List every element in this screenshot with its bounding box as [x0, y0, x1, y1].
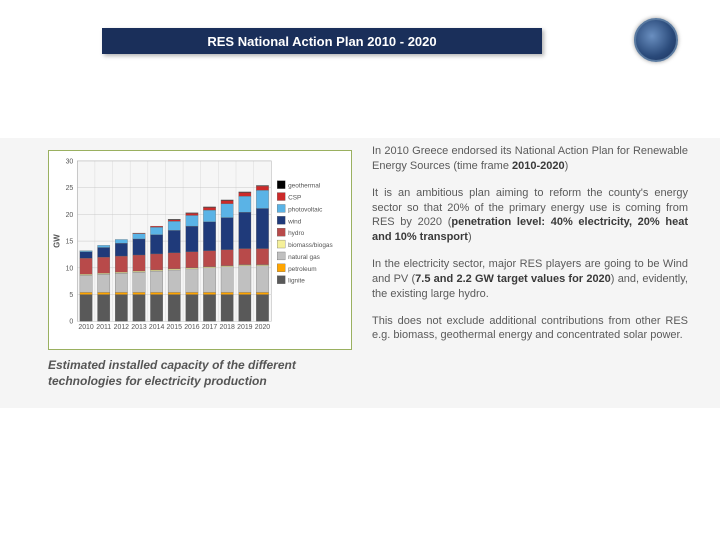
- svg-text:25: 25: [66, 185, 74, 192]
- svg-text:lignite: lignite: [288, 278, 305, 285]
- svg-text:2015: 2015: [167, 324, 183, 331]
- svg-text:GW: GW: [52, 234, 61, 248]
- chart-caption: Estimated installed capacity of the diff…: [48, 358, 352, 389]
- svg-text:2014: 2014: [149, 324, 165, 331]
- svg-text:2010: 2010: [78, 324, 94, 331]
- svg-text:30: 30: [66, 158, 74, 165]
- svg-text:petroleum: petroleum: [288, 266, 317, 273]
- svg-text:5: 5: [69, 292, 73, 299]
- svg-text:2017: 2017: [202, 324, 218, 331]
- svg-text:CSP: CSP: [288, 195, 301, 202]
- svg-text:2011: 2011: [96, 324, 111, 331]
- paragraph-2: It is an ambitious plan aiming to reform…: [372, 186, 688, 245]
- paragraph-4: This does not exclude additional contrib…: [372, 314, 688, 344]
- header-bar: RES National Action Plan 2010 - 2020: [102, 28, 542, 54]
- svg-text:photovoltaic: photovoltaic: [288, 206, 323, 213]
- svg-text:2012: 2012: [114, 324, 130, 331]
- paragraph-3: In the electricity sector, major RES pla…: [372, 257, 688, 302]
- svg-text:0: 0: [69, 319, 73, 326]
- capacity-chart: 051015202530GW20102011201220132014201520…: [48, 150, 352, 350]
- svg-text:20: 20: [66, 212, 74, 219]
- svg-text:biomass/biogas: biomass/biogas: [288, 242, 333, 249]
- svg-text:hydro: hydro: [288, 230, 304, 237]
- svg-text:2018: 2018: [219, 324, 235, 331]
- svg-text:10: 10: [66, 265, 74, 272]
- svg-text:15: 15: [66, 239, 74, 246]
- svg-text:2016: 2016: [184, 324, 200, 331]
- svg-text:geothermal: geothermal: [288, 183, 320, 190]
- svg-text:2013: 2013: [131, 324, 147, 331]
- svg-text:natural gas: natural gas: [288, 254, 320, 261]
- header-title: RES National Action Plan 2010 - 2020: [207, 34, 436, 49]
- svg-text:2019: 2019: [237, 324, 253, 331]
- svg-text:wind: wind: [287, 218, 302, 225]
- greece-emblem-logo: [634, 18, 678, 62]
- description-text: In 2010 Greece endorsed its National Act…: [372, 144, 688, 355]
- paragraph-1: In 2010 Greece endorsed its National Act…: [372, 144, 688, 174]
- chart-svg: 051015202530GW20102011201220132014201520…: [49, 151, 351, 349]
- svg-text:2020: 2020: [255, 324, 271, 331]
